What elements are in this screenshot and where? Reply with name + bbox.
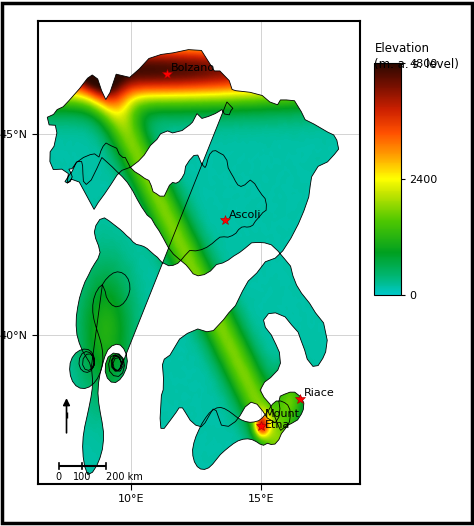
Text: (m. a. s. level): (m. a. s. level) (374, 58, 459, 71)
Text: Ascoli: Ascoli (229, 209, 261, 219)
Text: 100: 100 (73, 472, 91, 482)
Text: Mount
Etna: Mount Etna (265, 409, 301, 430)
Text: Bolzano: Bolzano (171, 63, 215, 73)
Text: 200 km: 200 km (106, 472, 142, 482)
Text: Elevation: Elevation (374, 42, 429, 55)
Text: Riace: Riace (304, 388, 335, 398)
Text: 0: 0 (55, 472, 62, 482)
